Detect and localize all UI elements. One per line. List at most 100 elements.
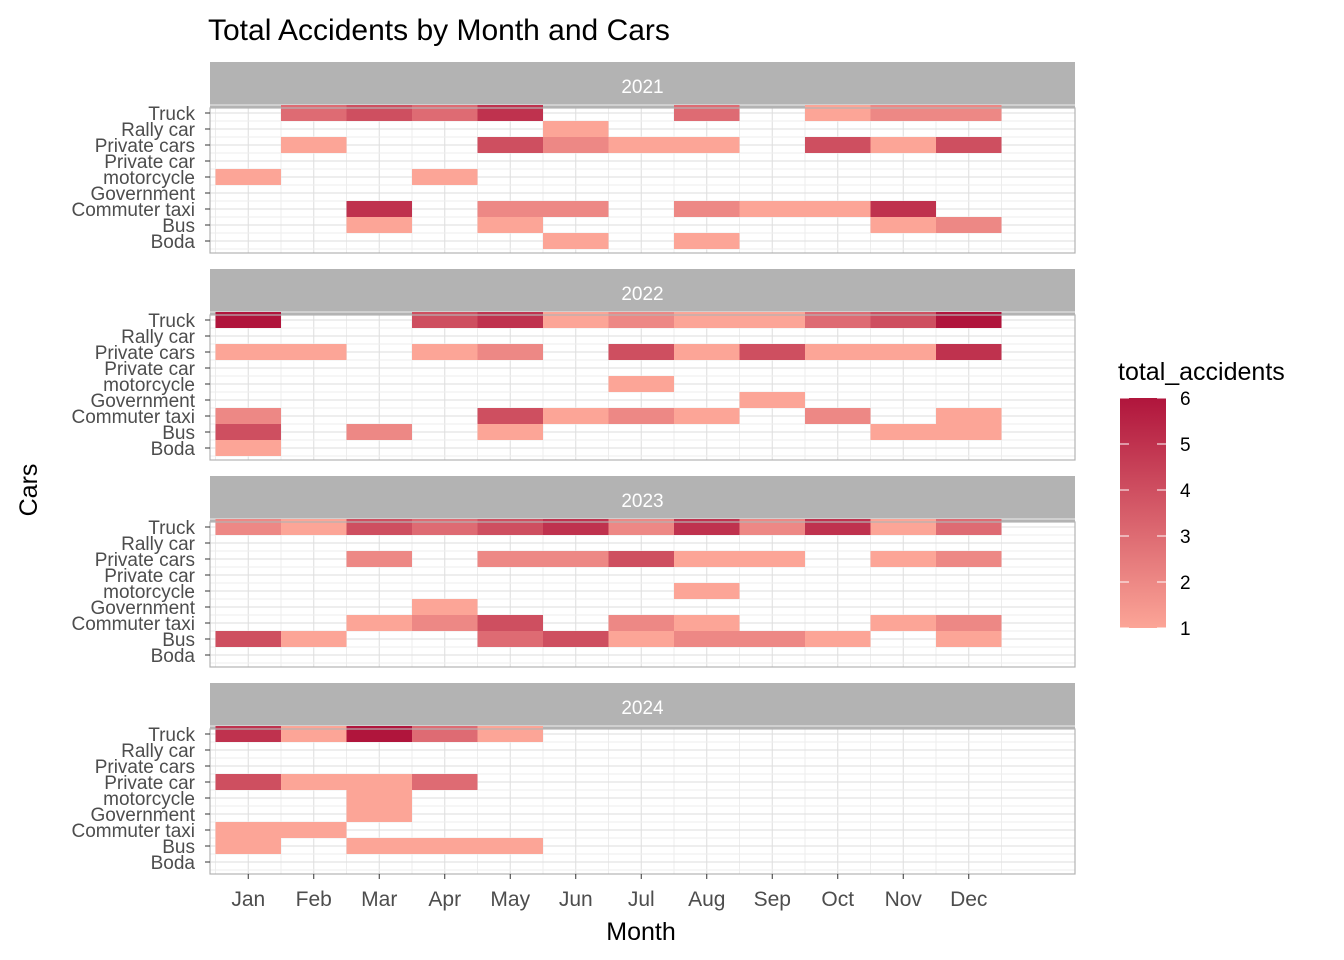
heatmap-tile [477,137,543,153]
heatmap-tile [936,217,1002,233]
heatmap-tile [215,440,281,456]
heatmap-tile [412,312,478,328]
heatmap-tile [412,519,478,535]
y-tick-label: Commuter taxi [71,614,195,635]
heatmap-tile [543,233,609,249]
heatmap-tile [936,631,1002,647]
y-tick-label: Commuter taxi [71,200,195,221]
heatmap-tile [870,344,936,360]
heatmap-tile [674,519,740,535]
x-tick-label: Mar [361,888,397,911]
heatmap-tile [674,312,740,328]
y-tick-label: motorcycle [103,582,195,603]
y-tick-label: Rally car [121,534,196,555]
y-tick-label: Private car [104,152,195,173]
heatmap-tile [477,105,543,121]
heatmap-tile [215,424,281,440]
legend-tick-label: 3 [1180,527,1191,548]
heatmap-tile [870,201,936,217]
y-tick-label: Boda [151,232,196,253]
heatmap-tile [870,615,936,631]
heatmap-tile [739,631,805,647]
heatmap-tile [543,137,609,153]
y-tick-label: motorcycle [103,375,195,396]
heatmap-tile [346,519,412,535]
legend-tick-label: 2 [1180,573,1191,594]
heatmap-tile [674,233,740,249]
x-axis: Jan Feb Mar Apr May Jun Jul Aug Sep Oct Nov Dec [231,874,987,911]
heatmap-tile [739,392,805,408]
heatmap-tile [608,344,674,360]
heatmap-tile [412,105,478,121]
heatmap-tile [543,631,609,647]
y-tick-label: Commuter taxi [71,407,195,428]
panel-border [209,728,1076,875]
heatmap-tile [477,551,543,567]
heatmap-tile [281,344,347,360]
facet-strip [210,683,1075,729]
x-tick-label: Jul [628,888,655,911]
heatmap-tile [346,726,412,742]
y-tick-label: Rally car [121,120,196,141]
x-tick-label: Oct [821,888,854,911]
y-tick-label: Private cars [95,757,195,778]
heatmap-tile [805,137,871,153]
heatmap-tile [936,519,1002,535]
x-tick-label: Feb [296,888,332,911]
y-tick-label: Rally car [121,741,196,762]
panel-border [209,107,1076,254]
heatmap-tile [674,631,740,647]
y-tick-label: Commuter taxi [71,821,195,842]
color-legend: total_accidents 1 2 3 4 5 6 [1118,358,1285,640]
heatmap-tile [215,822,281,838]
chart-title: Total Accidents by Month and Cars [208,14,670,47]
heatmap-tile [936,344,1002,360]
y-tick-label: Bus [162,423,195,444]
panel-border [209,314,1076,461]
heatmap-tile [477,201,543,217]
heatmap-tile [805,408,871,424]
x-tick-label: May [490,888,530,911]
heatmap-tile [215,519,281,535]
facet-strip [210,476,1075,522]
heatmap-tile [674,137,740,153]
heatmap-tile [674,408,740,424]
heatmap-tile [477,631,543,647]
y-tick-label: Private car [104,773,195,794]
heatmap-tile [412,774,478,790]
facet-strip-label: 2022 [621,284,663,305]
heatmap-tile [936,408,1002,424]
facet-strip [210,62,1075,108]
heatmap-tile [346,105,412,121]
heatmap-tiles [215,105,1002,249]
heatmap-tile [215,774,281,790]
heatmap-tile [936,105,1002,121]
heatmap-tile [805,312,871,328]
y-tick-label: motorcycle [103,168,195,189]
heatmap-tile [412,726,478,742]
heatmap-tile [281,105,347,121]
y-tick-label: Government [90,391,195,412]
x-tick-label: Aug [688,888,725,911]
heatmap-tile [936,615,1002,631]
x-tick-label: Jan [231,888,265,911]
heatmap-tile [477,615,543,631]
heatmap-tile [346,774,412,790]
heatmap-tile [346,217,412,233]
heatmap-tile [739,201,805,217]
legend-tick-label: 4 [1180,481,1191,502]
x-tick-label: Nov [885,888,923,911]
heatmap-tile [281,822,347,838]
heatmap-tile [805,344,871,360]
heatmap-tile [215,344,281,360]
heatmap-tile [870,217,936,233]
heatmap-tile [281,137,347,153]
heatmap-tiles [215,519,1002,647]
